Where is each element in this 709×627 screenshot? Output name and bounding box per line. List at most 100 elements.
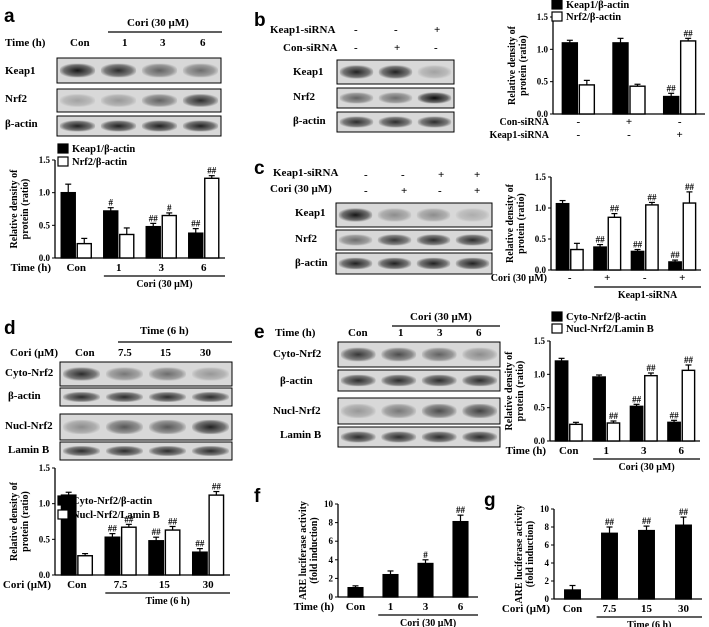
y-tick-label: 6 (545, 540, 550, 550)
significance-mark: ## (679, 507, 689, 517)
bar (120, 526, 137, 576)
cond-header-a: Cori (30 μM) (127, 17, 189, 29)
x-sign: - (643, 272, 647, 284)
blot-strip-d-cyto (59, 361, 233, 387)
y-tick-label: 1.0 (39, 188, 51, 198)
x-sign: + (679, 272, 685, 284)
bar (119, 233, 135, 259)
x-prefix-label: Cori (μM) (502, 603, 550, 615)
blot-band (455, 208, 490, 222)
bar (638, 529, 655, 600)
lane-d-1: 7.5 (118, 347, 132, 359)
bar (578, 84, 596, 115)
blot-band (106, 419, 143, 435)
lane-d-3: 30 (200, 347, 212, 359)
blot-strip-a-keap1 (56, 57, 222, 84)
blot-label-e-3: Lamin B (280, 429, 322, 441)
bar (77, 555, 94, 576)
blot-band (340, 347, 376, 362)
y-tick-label: 0.0 (39, 253, 51, 263)
x-tick-label: 30 (203, 579, 215, 591)
x-sign: - (576, 116, 580, 128)
x-group-label: Cori (30 μM) (618, 462, 674, 473)
bar (606, 422, 621, 442)
y-tick-label: 8 (545, 522, 550, 532)
chart-c: 0.0 0.5 1.0 1.5 Relative density ofprotein (… (491, 172, 701, 301)
blot-strip-a-nrf2 (56, 88, 222, 113)
blot-band (149, 446, 186, 456)
x-tick-label: 6 (679, 445, 685, 457)
blot-label-b-1: Nrf2 (293, 91, 315, 103)
x-tick-label: 1 (604, 445, 610, 457)
significance-mark: ## (596, 235, 606, 245)
x-prefix-label: Time (h) (506, 445, 547, 457)
legend-swatch (551, 0, 563, 10)
blot-band (100, 120, 137, 132)
blot-band (340, 403, 376, 419)
significance-mark: # (167, 203, 172, 213)
blot-strip-b-actin (336, 111, 455, 133)
blot-label-e-0: Cyto-Nrf2 (273, 348, 322, 360)
sign-c-1-1: + (401, 185, 407, 197)
y-axis-label: ARE luciferase activity(fold induction) (298, 501, 320, 600)
legend-label: Nrf2/β-actin (72, 157, 127, 168)
row-b-1: Con-siRNA (283, 42, 337, 54)
legend-label: Nucl-Nrf2/Lamin B (566, 324, 654, 335)
x-tick-label: Con (67, 579, 87, 591)
lane-e-3: 6 (476, 327, 482, 339)
legend-swatch (57, 143, 69, 154)
blot-band (378, 65, 413, 79)
bar (630, 250, 645, 271)
y-tick-label: 1.5 (537, 12, 549, 22)
blot-band (462, 347, 498, 362)
blot-band (149, 392, 186, 402)
x-tick-label: 15 (641, 603, 653, 615)
significance-mark: ## (168, 516, 178, 526)
blot-label-c-0: Keap1 (295, 207, 326, 219)
blot-strip-c-nrf2 (335, 229, 493, 251)
blot-label-d-0: Cyto-Nrf2 (5, 367, 54, 379)
x-tick-label: Con (559, 445, 579, 457)
bar (452, 520, 469, 598)
blot-band (141, 120, 178, 132)
chart-e: 0.0 0.5 1.0 1.5 Relative density ofprotein (… (504, 311, 700, 473)
blot-band (339, 65, 374, 79)
blot-label-e-2: Nucl-Nrf2 (273, 405, 321, 417)
blot-band (381, 403, 417, 419)
blot-band (100, 94, 137, 107)
blot-band (416, 234, 451, 246)
bar (145, 225, 161, 259)
significance-mark: # (108, 198, 113, 208)
blot-band (63, 392, 100, 402)
y-tick-label: 0.0 (39, 570, 51, 580)
lane-e-2: 3 (437, 327, 443, 339)
blot-band (59, 94, 96, 107)
lane-a-0: Con (70, 37, 90, 49)
y-tick-label: 4 (329, 555, 334, 565)
y-tick-label: 0.5 (534, 403, 546, 413)
blot-label-a-0: Keap1 (5, 65, 36, 77)
bar (164, 529, 181, 576)
significance-mark: ## (124, 514, 134, 524)
chart-d: 0.0 0.5 1.0 1.5 Relative density ofprotein (… (3, 463, 230, 607)
blot-label-e-1: β-actin (280, 375, 313, 387)
lane-a-3: 6 (200, 37, 206, 49)
significance-mark: ## (610, 204, 620, 214)
y-tick-label: 1.5 (39, 463, 51, 473)
blot-band (59, 120, 96, 132)
y-tick-label: 0.0 (534, 436, 546, 446)
bar (629, 405, 644, 442)
bar-charts: 0.0 0.5 1.0 1.5 Relative density ofprotein (… (3, 0, 705, 627)
significance-mark: ## (633, 240, 643, 250)
y-tick-label: 1.5 (535, 172, 547, 182)
lane-a-1: 1 (122, 37, 128, 49)
y-tick-label: 0.5 (535, 234, 547, 244)
blot-band (417, 92, 452, 104)
blot-band (421, 347, 457, 362)
y-tick-label: 4 (545, 558, 550, 568)
y-tick-label: 1.0 (537, 44, 549, 54)
blot-band (141, 94, 178, 107)
blot-strip-c-keap1 (335, 202, 493, 228)
y-tick-label: 0.0 (537, 109, 549, 119)
sign-c-1-2: - (438, 185, 442, 197)
